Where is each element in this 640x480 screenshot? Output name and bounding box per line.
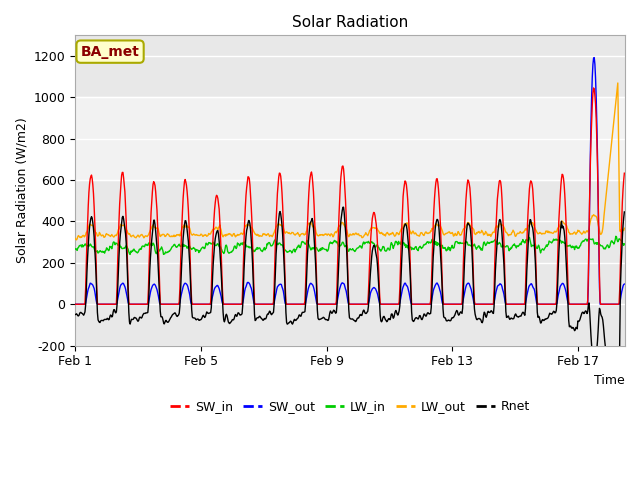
Bar	[75, 97, 625, 180]
Y-axis label: Solar Radiation (W/m2): Solar Radiation (W/m2)	[15, 118, 28, 264]
X-axis label: Time: Time	[595, 374, 625, 387]
Legend: SW_in, SW_out, LW_in, LW_out, Rnet: SW_in, SW_out, LW_in, LW_out, Rnet	[165, 396, 535, 418]
Title: Solar Radiation: Solar Radiation	[292, 15, 408, 30]
Text: BA_met: BA_met	[81, 45, 140, 59]
